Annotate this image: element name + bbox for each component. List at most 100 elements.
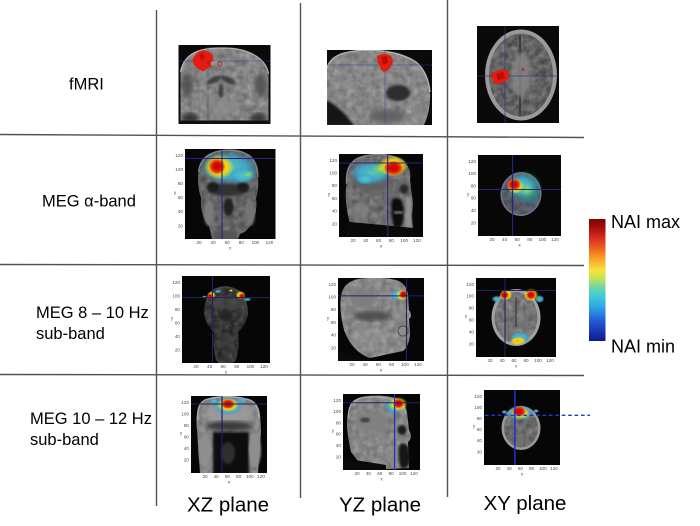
svg-text:100: 100 — [181, 411, 189, 416]
svg-text:sub-band: sub-band — [36, 325, 105, 343]
svg-text:20: 20 — [477, 449, 483, 454]
svg-text:80: 80 — [527, 237, 533, 242]
svg-text:100: 100 — [539, 237, 547, 242]
svg-text:100: 100 — [474, 405, 482, 410]
svg-text:120: 120 — [257, 474, 265, 479]
svg-text:20: 20 — [193, 364, 199, 369]
svg-text:40: 40 — [331, 333, 337, 338]
svg-text:20: 20 — [196, 240, 202, 245]
svg-text:80: 80 — [178, 181, 184, 186]
svg-text:x: x — [515, 364, 518, 369]
svg-text:120: 120 — [172, 280, 180, 285]
svg-text:60: 60 — [376, 238, 382, 243]
svg-text:100: 100 — [333, 409, 341, 414]
svg-text:x: x — [518, 243, 521, 248]
svg-text:120: 120 — [328, 282, 336, 287]
svg-text:120: 120 — [468, 159, 476, 164]
svg-text:60: 60 — [221, 364, 227, 369]
svg-text:fMRI: fMRI — [69, 76, 104, 94]
svg-text:40: 40 — [175, 334, 181, 339]
svg-text:60: 60 — [377, 471, 383, 476]
svg-text:NAI max: NAI max — [611, 212, 680, 232]
svg-text:NAI min: NAI min — [611, 337, 675, 357]
svg-text:60: 60 — [477, 427, 483, 432]
svg-text:100: 100 — [466, 294, 474, 299]
svg-text:120: 120 — [413, 238, 421, 243]
svg-text:80: 80 — [389, 238, 395, 243]
svg-text:XY plane: XY plane — [484, 492, 567, 515]
svg-text:120: 120 — [329, 158, 337, 163]
svg-text:120: 120 — [181, 400, 189, 405]
svg-text:sub-band: sub-band — [30, 431, 99, 449]
svg-text:20: 20 — [331, 345, 337, 350]
svg-text:40: 40 — [207, 364, 213, 369]
svg-text:100: 100 — [328, 295, 336, 300]
svg-text:40: 40 — [477, 438, 483, 443]
svg-text:100: 100 — [175, 167, 183, 172]
svg-text:40: 40 — [214, 474, 220, 479]
svg-text:80: 80 — [477, 416, 483, 421]
svg-text:MEG 8 – 10 Hz: MEG 8 – 10 Hz — [36, 304, 149, 322]
svg-text:y: y — [332, 428, 335, 433]
svg-text:60: 60 — [225, 240, 231, 245]
svg-text:80: 80 — [332, 183, 338, 188]
svg-text:40: 40 — [499, 358, 505, 363]
svg-text:x: x — [380, 477, 383, 482]
svg-text:40: 40 — [178, 209, 184, 214]
svg-text:100: 100 — [247, 364, 255, 369]
svg-text:80: 80 — [239, 240, 245, 245]
svg-text:60: 60 — [332, 196, 338, 201]
svg-text:80: 80 — [471, 183, 477, 188]
svg-text:80: 80 — [389, 362, 395, 367]
svg-text:60: 60 — [336, 432, 342, 437]
svg-text:60: 60 — [515, 237, 521, 242]
svg-text:120: 120 — [474, 394, 482, 399]
svg-text:120: 120 — [175, 153, 183, 158]
svg-text:80: 80 — [529, 466, 535, 471]
svg-text:YZ plane: YZ plane — [339, 494, 421, 517]
svg-text:40: 40 — [507, 466, 513, 471]
svg-text:120: 120 — [466, 282, 474, 287]
svg-text:120: 120 — [266, 240, 274, 245]
svg-text:y: y — [465, 314, 468, 319]
svg-text:60: 60 — [511, 358, 517, 363]
svg-text:20: 20 — [471, 220, 477, 225]
svg-text:100: 100 — [401, 362, 409, 367]
svg-text:20: 20 — [354, 471, 360, 476]
svg-text:120: 120 — [410, 471, 418, 476]
svg-text:120: 120 — [546, 358, 554, 363]
svg-text:80: 80 — [389, 471, 395, 476]
svg-text:y: y — [467, 192, 470, 197]
svg-text:x: x — [380, 244, 383, 249]
svg-text:20: 20 — [489, 237, 495, 242]
svg-text:20: 20 — [184, 457, 190, 462]
svg-text:20: 20 — [350, 238, 356, 243]
svg-text:40: 40 — [366, 471, 372, 476]
svg-text:80: 80 — [175, 307, 181, 312]
svg-text:80: 80 — [236, 474, 242, 479]
svg-text:40: 40 — [363, 362, 369, 367]
svg-text:40: 40 — [502, 237, 508, 242]
svg-text:x: x — [225, 370, 228, 375]
svg-text:40: 40 — [332, 209, 338, 214]
svg-text:80: 80 — [336, 420, 342, 425]
svg-text:y: y — [473, 424, 476, 429]
svg-text:60: 60 — [518, 466, 524, 471]
svg-text:80: 80 — [331, 307, 337, 312]
svg-text:MEG α-band: MEG α-band — [42, 192, 136, 210]
svg-text:120: 120 — [414, 362, 422, 367]
svg-text:40: 40 — [363, 238, 369, 243]
svg-text:40: 40 — [471, 208, 477, 213]
svg-text:100: 100 — [534, 358, 542, 363]
svg-text:MEG 10 – 12 Hz: MEG 10 – 12 Hz — [30, 410, 152, 428]
svg-text:100: 100 — [252, 240, 260, 245]
svg-text:100: 100 — [172, 293, 180, 298]
svg-text:x: x — [228, 480, 231, 485]
svg-text:y: y — [174, 190, 177, 195]
svg-text:80: 80 — [234, 364, 240, 369]
svg-text:100: 100 — [399, 471, 407, 476]
svg-text:20: 20 — [495, 466, 501, 471]
svg-text:y: y — [328, 192, 331, 197]
svg-text:20: 20 — [178, 223, 184, 228]
svg-text:100: 100 — [539, 466, 547, 471]
